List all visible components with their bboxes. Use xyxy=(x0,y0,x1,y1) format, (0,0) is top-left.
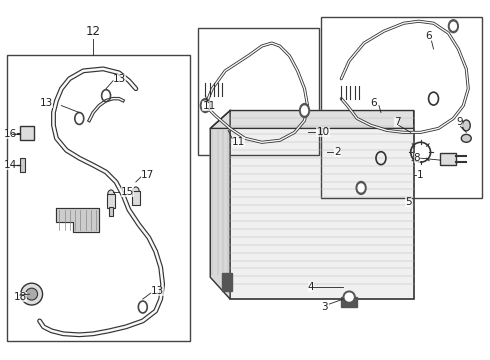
Text: 16: 16 xyxy=(4,129,17,139)
Text: 17: 17 xyxy=(141,170,154,180)
Ellipse shape xyxy=(461,134,471,142)
Bar xyxy=(441,153,456,165)
Circle shape xyxy=(21,283,43,305)
Text: 7: 7 xyxy=(394,117,400,127)
Text: 11: 11 xyxy=(202,100,216,111)
Text: 11: 11 xyxy=(232,137,245,147)
Ellipse shape xyxy=(356,181,366,194)
Ellipse shape xyxy=(358,184,364,192)
Bar xyxy=(20,158,25,172)
Text: 8: 8 xyxy=(414,153,420,163)
Text: 5: 5 xyxy=(405,197,412,207)
Polygon shape xyxy=(210,111,414,129)
Ellipse shape xyxy=(450,22,456,30)
Ellipse shape xyxy=(108,190,115,200)
Text: 13: 13 xyxy=(151,286,164,296)
Ellipse shape xyxy=(132,187,139,197)
Text: 2: 2 xyxy=(334,147,341,157)
Circle shape xyxy=(345,293,353,301)
Text: 14: 14 xyxy=(4,160,17,170)
Circle shape xyxy=(25,288,38,300)
Ellipse shape xyxy=(462,120,470,131)
Text: 15: 15 xyxy=(121,187,134,197)
Bar xyxy=(222,273,232,291)
Text: 6: 6 xyxy=(425,31,432,41)
Bar xyxy=(341,297,357,307)
Text: 4: 4 xyxy=(308,282,314,292)
Ellipse shape xyxy=(448,20,458,33)
Bar xyxy=(198,28,319,155)
Ellipse shape xyxy=(301,106,308,115)
Ellipse shape xyxy=(299,104,310,117)
Bar xyxy=(107,194,115,208)
Text: 13: 13 xyxy=(40,98,53,108)
Text: 3: 3 xyxy=(321,302,328,312)
Ellipse shape xyxy=(200,99,210,113)
Bar xyxy=(109,207,113,216)
Text: 1: 1 xyxy=(416,170,423,180)
Ellipse shape xyxy=(202,101,208,110)
Text: 12: 12 xyxy=(86,24,100,38)
Polygon shape xyxy=(210,111,230,299)
Bar xyxy=(321,17,482,198)
Polygon shape xyxy=(56,208,99,231)
Text: 6: 6 xyxy=(370,98,377,108)
Bar xyxy=(230,111,414,299)
Bar xyxy=(20,126,34,140)
Bar xyxy=(132,191,140,205)
Bar xyxy=(7,55,191,341)
Text: 18: 18 xyxy=(14,292,27,302)
Text: 9: 9 xyxy=(456,117,463,127)
Circle shape xyxy=(343,291,355,303)
Text: 10: 10 xyxy=(317,127,330,138)
Text: 13: 13 xyxy=(113,74,126,84)
